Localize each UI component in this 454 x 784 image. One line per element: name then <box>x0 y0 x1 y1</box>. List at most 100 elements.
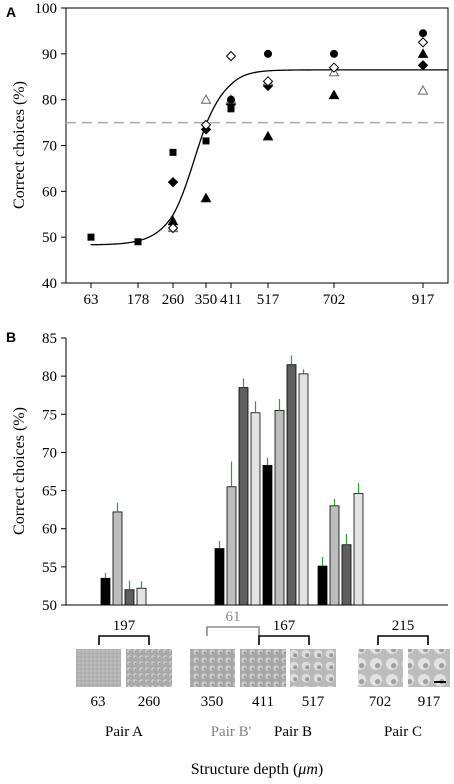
bar <box>341 544 352 606</box>
x-axis-label-suffix: ) <box>318 761 323 778</box>
bar <box>112 511 123 606</box>
bracket-label-215: 215 <box>392 618 415 634</box>
sample-image-517 <box>290 649 336 687</box>
pair-label-c: Pair C <box>384 724 422 740</box>
data-point-triangle-open <box>417 84 429 95</box>
sample-image-411 <box>240 649 286 687</box>
data-point-diamond-filled <box>167 176 179 188</box>
pair-label-a: Pair A <box>105 724 143 740</box>
data-point-triangle-filled <box>200 192 212 203</box>
bar <box>262 464 273 606</box>
data-point-diamond-open <box>262 76 274 87</box>
panel-a-y-tick-label: 70 <box>42 139 57 155</box>
panel-b-y-tick-label: 85 <box>42 331 57 347</box>
panel-a-x-tick-label: 350 <box>195 292 218 308</box>
data-point-circle-filled <box>264 49 272 58</box>
data-point-square-filled <box>169 148 177 156</box>
panel-a-x-tick-label: 411 <box>220 292 242 308</box>
sample-image-702 <box>358 649 403 687</box>
surface-samples: 63 260 350 411 517 702 917 Pair A Pair B… <box>76 649 450 740</box>
sample-label-517: 517 <box>302 694 325 710</box>
pair-label-b: Pair B <box>274 724 312 740</box>
sample-label-63: 63 <box>91 694 106 710</box>
data-point-circle-filled <box>419 29 427 38</box>
bar <box>329 505 340 606</box>
panel-a-y-tick-label: 40 <box>42 276 57 292</box>
sample-label-350: 350 <box>201 694 224 710</box>
panel-b-y-tick-label: 55 <box>42 560 57 576</box>
sample-label-702: 702 <box>369 694 392 710</box>
bar <box>238 387 249 606</box>
panel-b-chart: 50 55 60 65 70 75 80 85 Correct choices (%) <box>11 331 448 614</box>
panel-a-x-tick-label: 178 <box>127 292 150 308</box>
pair-label-b-prime: Pair B' <box>211 724 252 740</box>
bar <box>274 410 285 606</box>
panel-b-y-ticks: 50 55 60 65 70 75 80 85 <box>42 331 66 614</box>
panel-b-letter: B <box>6 329 16 345</box>
sample-image-917 <box>408 649 450 687</box>
panel-a-y-tick-label: 60 <box>42 184 57 200</box>
bar <box>124 589 135 606</box>
panel-a-plot-frame <box>65 7 449 284</box>
data-point-triangle-filled <box>262 130 274 141</box>
panel-a-x-tick-label: 260 <box>162 292 185 308</box>
panel-b-y-tick-label: 75 <box>42 407 57 423</box>
bracket-label-61: 61 <box>226 609 241 625</box>
panel-a-x-tick-label: 63 <box>84 292 99 308</box>
sample-label-260: 260 <box>138 694 161 710</box>
sample-image-260 <box>126 649 172 687</box>
bracket-label-167: 167 <box>273 618 296 634</box>
panel-a-x-tick-label: 517 <box>257 292 280 308</box>
bracket-pair-b-prime <box>206 626 260 636</box>
sample-image-350 <box>190 649 235 687</box>
bar <box>286 364 297 606</box>
sample-label-411: 411 <box>252 694 274 710</box>
data-point-square-filled <box>202 137 210 145</box>
panel-a-y-tick-label: 50 <box>42 230 57 246</box>
data-point-circle-filled <box>330 49 338 58</box>
data-point-circle-filled <box>227 95 235 104</box>
panel-a-data-points <box>87 29 429 246</box>
panel-a-y-ticks: 40 50 60 70 80 90 100 <box>35 1 66 292</box>
panel-b-y-tick-label: 50 <box>42 598 57 614</box>
bar <box>298 373 309 606</box>
bar <box>353 493 364 606</box>
x-axis-label: Structure depth (μm) <box>191 761 323 778</box>
sample-label-917: 917 <box>418 694 441 710</box>
bar <box>226 486 237 606</box>
bar <box>136 587 147 606</box>
data-point-triangle-filled <box>417 48 429 58</box>
x-axis-label-prefix: Structure depth ( <box>191 761 299 778</box>
data-point-square-filled <box>134 238 142 246</box>
bar <box>317 565 328 606</box>
data-point-diamond-filled <box>417 60 429 71</box>
panel-b-bars <box>100 355 364 606</box>
x-axis-label-unit: μm <box>297 761 318 778</box>
panel-a-y-axis-label: Correct choices (%) <box>11 81 28 209</box>
data-point-triangle-open <box>200 94 212 104</box>
panel-a-y-tick-label: 90 <box>42 47 57 63</box>
bar <box>250 412 261 606</box>
bracket-pair-c <box>377 635 429 645</box>
panel-b-y-tick-label: 70 <box>42 445 57 461</box>
data-point-triangle-filled <box>328 89 340 100</box>
bar <box>100 577 111 606</box>
data-point-square-filled <box>87 233 95 241</box>
pair-brackets: 197 61 167 215 <box>98 609 429 645</box>
panel-a-x-tick-label: 702 <box>323 292 346 308</box>
sigmoid-fit-curve <box>90 69 448 246</box>
panel-b-y-tick-label: 80 <box>42 369 57 385</box>
panel-b-y-tick-label: 60 <box>42 522 57 538</box>
bracket-label-197: 197 <box>113 618 136 634</box>
data-point-diamond-open <box>167 222 179 234</box>
bar <box>214 548 225 606</box>
panel-a-x-tick-label: 917 <box>412 292 435 308</box>
panel-a-y-tick-label: 80 <box>42 93 57 109</box>
bracket-pair-a <box>98 635 150 645</box>
data-point-diamond-open <box>417 37 429 48</box>
panel-a-x-ticks: 63 178 260 350 411 517 702 917 <box>84 283 435 308</box>
sample-image-63 <box>76 649 121 687</box>
panel-a-y-tick-label: 100 <box>35 1 58 17</box>
